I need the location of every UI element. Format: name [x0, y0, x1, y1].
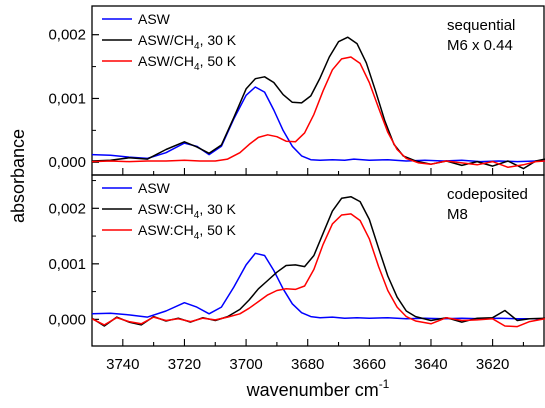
- legend-label-subscript: 4: [194, 41, 200, 52]
- xtick-label: 3660: [353, 356, 386, 373]
- panel-2-ytick-label: 0,001: [48, 256, 86, 273]
- panel-1-legend-label-1: ASW: [138, 11, 171, 27]
- panel-1-annotation: sequential: [447, 17, 515, 34]
- legend-label-name: ASW/CH: [138, 53, 194, 69]
- panel-2-series-line-1: [91, 252, 545, 320]
- panel-2-legend-label-2: ASW:CH4, 30 K: [138, 201, 237, 221]
- xtick-label: 3720: [168, 356, 201, 373]
- xtick-label: 3620: [476, 356, 509, 373]
- panel-2-legend-label-3: ASW:CH4, 50 K: [138, 222, 237, 242]
- legend-label-name: ASW:CH: [138, 201, 194, 217]
- panel-1-legend-label-3: ASW/CH4, 50 K: [138, 53, 237, 73]
- x-axis-label: wavenumber cm-1: [246, 377, 390, 400]
- panel-2-annotation: codeposited: [447, 186, 528, 203]
- xtick-label: 3700: [229, 356, 262, 373]
- legend-label-suffix: , 50 K: [199, 222, 236, 238]
- panel-2-annotation: M8: [447, 206, 468, 223]
- legend-label-subscript: 4: [194, 62, 200, 73]
- panel-1-ytick-label: 0,001: [48, 90, 86, 107]
- legend-label-name: ASW/CH: [138, 32, 194, 48]
- legend-label-name: ASW:CH: [138, 222, 194, 238]
- panel-1-ytick-label: 0,002: [48, 27, 86, 44]
- panel-1-legend-label-2: ASW/CH4, 30 K: [138, 32, 237, 52]
- panel-2-legend-label-1: ASW: [138, 180, 171, 196]
- panel-2-frame: [91, 174, 545, 347]
- panel-1-series-line-2: [91, 36, 545, 170]
- legend-label-suffix: , 30 K: [200, 32, 237, 48]
- xtick-label: 3640: [414, 356, 447, 373]
- panel-1-ytick-label: 0,000: [48, 154, 86, 171]
- panel-2-ytick-label: 0,002: [48, 200, 86, 217]
- panel-2-series-line-3: [91, 213, 545, 328]
- panel-1-series-line-3: [91, 56, 545, 169]
- x-axis-label-text: wavenumber cm: [246, 380, 379, 400]
- legend-label-subscript: 4: [194, 231, 200, 242]
- legend-label-suffix: , 30 K: [199, 201, 236, 217]
- legend-label-name: ASW: [138, 11, 171, 27]
- panel-2-ytick-label: 0,000: [48, 311, 86, 328]
- legend-label-subscript: 4: [194, 210, 200, 221]
- x-axis-label-superscript: -1: [379, 377, 390, 391]
- legend-label-suffix: , 50 K: [200, 53, 237, 69]
- xtick-label: 3740: [106, 356, 139, 373]
- panel-1-annotation: M6 x 0.44: [447, 37, 513, 54]
- y-axis-label: absorbance: [8, 129, 28, 223]
- legend-label-name: ASW: [138, 180, 171, 196]
- panel-1-series-line-1: [91, 86, 545, 163]
- xtick-label: 3680: [291, 356, 324, 373]
